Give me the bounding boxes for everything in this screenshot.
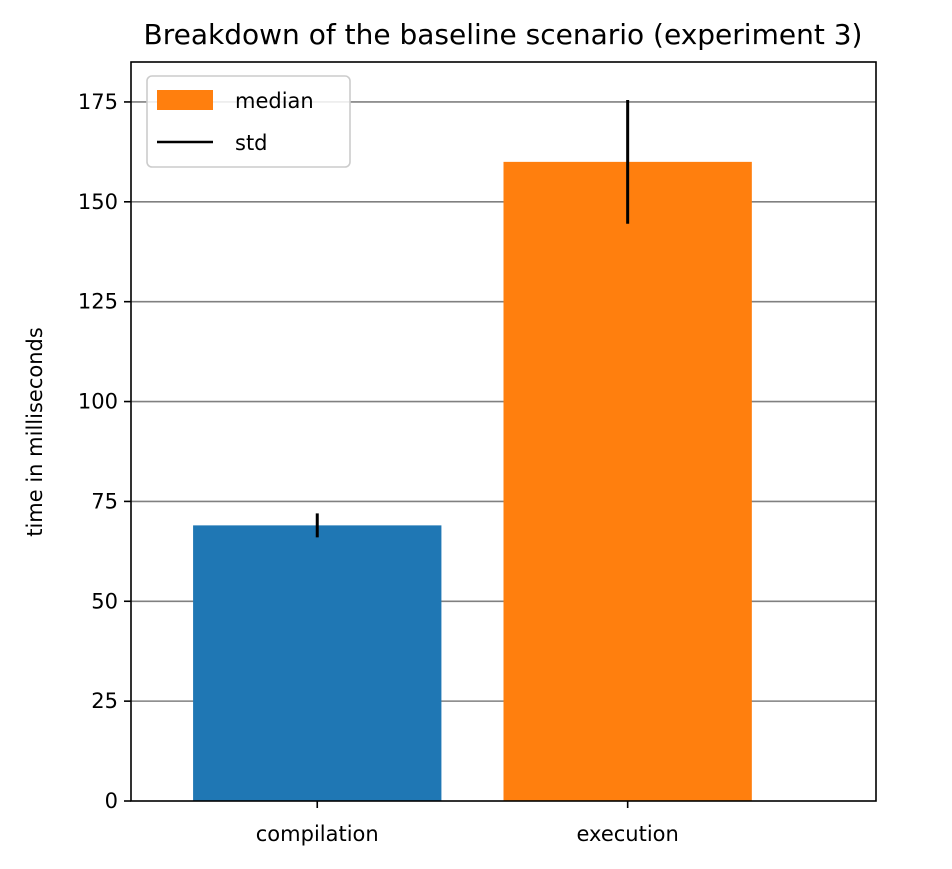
y-tick-label: 25: [91, 689, 118, 713]
legend-label-std: std: [235, 131, 268, 155]
y-tick-label: 175: [78, 90, 118, 114]
bar-compilation: [193, 525, 442, 801]
bar-execution: [503, 161, 752, 801]
x-tick-label-execution: execution: [576, 822, 678, 846]
y-tick-label: 100: [78, 390, 118, 414]
legend: median std: [146, 75, 351, 168]
y-tick-label: 125: [78, 290, 118, 314]
bars: [193, 161, 752, 801]
error-bars: [315, 99, 630, 538]
plot-frame: [130, 61, 877, 802]
chart-title: Breakdown of the baseline scenario (expe…: [144, 18, 863, 51]
y-tick-label: 50: [91, 589, 118, 613]
y-axis-ticks: 0 25 50 75 100 125 150 175: [78, 90, 131, 813]
y-tick-label: 75: [91, 489, 118, 513]
y-tick-label: 0: [105, 789, 118, 813]
y-axis-label: time in milliseconds: [23, 327, 47, 537]
legend-label-median: median: [235, 89, 314, 113]
x-tick-label-compilation: compilation: [256, 822, 379, 846]
legend-swatch-median: [157, 90, 213, 110]
x-axis-ticks: compilation execution: [256, 801, 679, 846]
y-tick-label: 150: [78, 190, 118, 214]
